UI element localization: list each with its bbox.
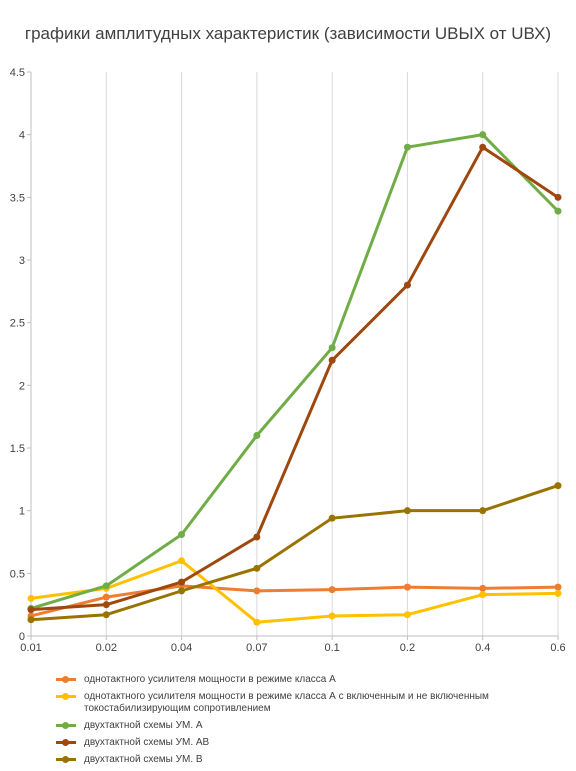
legend-label: двухтактной схемы УМ. А [84, 720, 203, 731]
data-point [479, 131, 487, 139]
data-point [253, 587, 261, 595]
x-tick-label: 0.1 [324, 642, 339, 654]
y-tick-label: 0.5 [10, 568, 25, 580]
y-tick-label: 4.5 [10, 67, 25, 79]
series-line [30, 145, 559, 612]
data-point [328, 514, 336, 522]
data-point [554, 482, 562, 490]
data-point [102, 593, 110, 601]
data-point [554, 193, 562, 201]
line-chart: 0 0.5 1 1.5 2 2.5 3 3.5 4 4.5 0.01 0.02 0.04 0.07 0.1 0… [10, 67, 566, 654]
series-line [30, 484, 559, 622]
legend-item: однотактного усилителя мощности в режиме… [56, 674, 566, 686]
data-point [253, 431, 261, 439]
y-tick-label: 0 [19, 631, 25, 643]
chart-title: графики амплитудных характеристик (завис… [24, 24, 552, 43]
y-tick-label: 3 [19, 255, 25, 267]
data-point [328, 344, 336, 352]
data-point [403, 281, 411, 289]
legend-swatch [56, 755, 76, 765]
data-point [479, 591, 487, 599]
data-point [328, 356, 336, 364]
data-point [554, 207, 562, 215]
legend-label: двухтактной схемы УМ. АВ [84, 737, 210, 748]
legend-label: однотактного усилителя мощности в режиме… [84, 674, 336, 685]
legend-label: однотактного усилителя мощности в режиме… [84, 691, 489, 714]
data-point [102, 601, 110, 609]
data-point [253, 618, 261, 626]
data-point [403, 583, 411, 591]
x-tick-label: 0.07 [246, 642, 267, 654]
data-point [403, 507, 411, 515]
tick-labels: 0 0.5 1 1.5 2 2.5 3 3.5 4 4.5 0.01 0.02 0.04 0.07 0.1 0… [10, 67, 566, 654]
data-point [102, 582, 110, 590]
data-point [328, 586, 336, 594]
data-point [178, 530, 186, 538]
data-point [328, 612, 336, 620]
legend-swatch [56, 675, 76, 685]
legend-item: двухтактной схемы УМ. А [56, 720, 566, 732]
legend-label: двухтактной схемы УМ. В [84, 754, 203, 765]
legend-item: однотактного усилителя мощности в режиме… [56, 691, 566, 715]
y-tick-label: 2.5 [10, 318, 25, 330]
data-point [554, 583, 562, 591]
y-tick-label: 1.5 [10, 443, 25, 455]
y-tick-label: 1 [19, 506, 25, 518]
series-1 [27, 582, 562, 620]
x-tick-label: 0.2 [400, 642, 415, 654]
data-point [178, 587, 186, 595]
data-point [479, 143, 487, 151]
legend-item: двухтактной схемы УМ. В [56, 754, 566, 766]
data-point [403, 143, 411, 151]
x-tick-label: 0.6 [550, 642, 565, 654]
legend-swatch [56, 738, 76, 748]
series-4 [27, 143, 562, 614]
y-tick-label: 3.5 [10, 192, 25, 204]
legend-item: двухтактной схемы УМ. АВ [56, 737, 566, 749]
x-tick-label: 0.02 [96, 642, 117, 654]
data-point [178, 578, 186, 586]
data-point [479, 584, 487, 592]
y-tick-label: 4 [19, 130, 25, 142]
series-line [30, 559, 559, 624]
data-point [178, 557, 186, 565]
data-point [403, 611, 411, 619]
legend-swatch [56, 721, 76, 731]
series-5 [27, 482, 562, 624]
data-point [554, 589, 562, 597]
series-line [30, 584, 559, 618]
data-point [102, 611, 110, 619]
axes [27, 71, 559, 640]
x-tick-label: 0.04 [171, 642, 192, 654]
x-tick-label: 0.01 [20, 642, 41, 654]
data-point [27, 606, 35, 614]
data-point [253, 564, 261, 572]
data-point [27, 616, 35, 624]
legend: однотактного усилителя мощности в режиме… [56, 674, 566, 771]
y-tick-label: 2 [19, 380, 25, 392]
data-point [479, 507, 487, 515]
data-point [27, 594, 35, 602]
data-point [253, 533, 261, 541]
x-tick-label: 0.4 [475, 642, 490, 654]
series-line [30, 133, 560, 610]
series-lines [27, 131, 562, 626]
legend-swatch [56, 692, 76, 702]
series-3 [27, 131, 562, 612]
